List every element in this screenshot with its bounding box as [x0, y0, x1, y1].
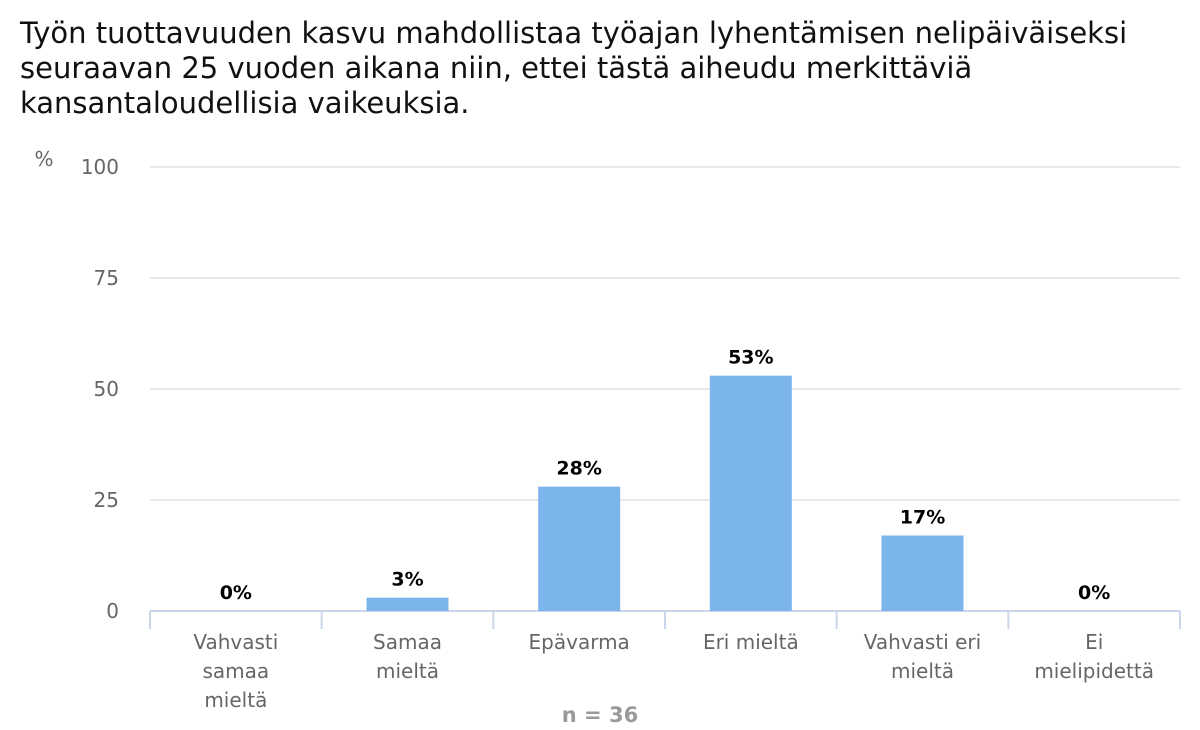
data-label: 3%	[391, 569, 423, 591]
x-category-label-line: mieltä	[376, 659, 439, 683]
data-label: 0%	[1078, 582, 1110, 604]
x-category-label-line: mieltä	[204, 688, 267, 712]
x-category-label-line: mieltä	[891, 659, 954, 683]
data-label: 28%	[556, 458, 601, 480]
x-category-label: Vahvasti samaa mieltä	[193, 630, 278, 712]
data-label: 0%	[220, 582, 252, 604]
x-category-label-line: Samaa	[373, 630, 442, 654]
y-tick-label: 75	[94, 266, 119, 290]
y-tick-label: 25	[94, 488, 119, 512]
y-tick-label: 50	[94, 377, 119, 401]
x-category-label-line: Vahvasti eri	[864, 630, 981, 654]
data-label: 53%	[728, 347, 773, 369]
bar	[538, 486, 621, 611]
y-tick-label: 0	[106, 599, 119, 623]
x-category-label-line: Epävarma	[529, 630, 630, 654]
bar	[366, 597, 449, 611]
x-category-label-line: Eri mieltä	[703, 630, 799, 654]
x-category-label: Vahvasti eri mieltä	[864, 630, 981, 683]
y-axis-unit-label: %	[34, 147, 53, 171]
x-category-label: Eri mieltä	[703, 630, 799, 654]
x-category-label-line: Ei	[1085, 630, 1103, 654]
x-category-label: Samaa mieltä	[373, 630, 442, 683]
y-tick-label: 100	[81, 155, 119, 179]
sample-size-note: n = 36	[561, 703, 639, 727]
bar	[881, 535, 964, 611]
x-category-label-line: mielipidettä	[1034, 659, 1154, 683]
x-category-label: Epävarma	[529, 630, 630, 654]
bar	[709, 375, 792, 611]
x-category-label-line: samaa	[202, 659, 269, 683]
x-category-label-line: Vahvasti	[193, 630, 278, 654]
chart-title: Työn tuottavuuden kasvu mahdollistaa työ…	[20, 16, 1128, 120]
x-category-label: Ei mielipidettä	[1034, 630, 1154, 683]
data-label: 17%	[900, 507, 945, 529]
